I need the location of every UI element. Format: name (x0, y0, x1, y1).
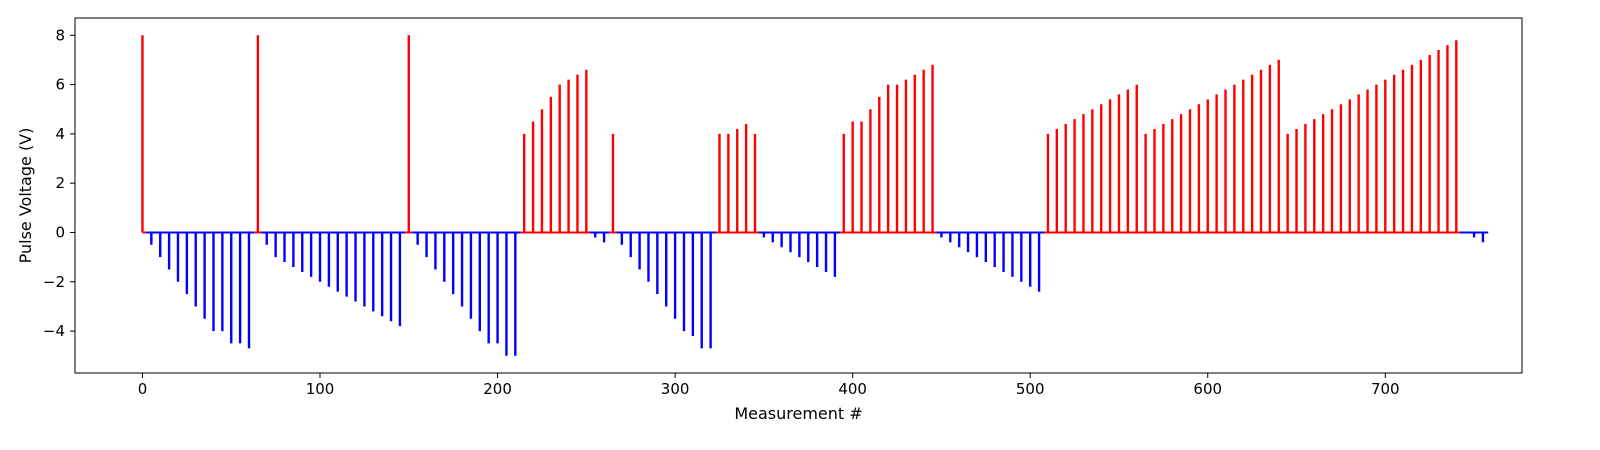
x-tick-label: 200 (483, 380, 512, 398)
x-tick-label: 300 (661, 380, 690, 398)
y-axis-ticks: −4 −2 0 2 4 6 8 (43, 26, 75, 340)
y-tick-label: 6 (55, 76, 65, 94)
y-tick-label: 4 (55, 125, 65, 143)
x-tick-label: 0 (138, 380, 148, 398)
y-tick-label: −2 (43, 273, 65, 291)
x-tick-label: 400 (838, 380, 867, 398)
x-tick-label: 100 (306, 380, 335, 398)
axes-layer (74, 17, 1523, 374)
x-axis-label: Measurement # (734, 404, 862, 423)
x-tick-label: 500 (1016, 380, 1045, 398)
x-axis-ticks: 0 100 200 300 400 500 600 700 (138, 373, 1400, 398)
y-tick-label: 0 (55, 223, 65, 241)
y-axis-label: Pulse Voltage (V) (16, 128, 35, 264)
pulse-layer (141, 35, 1485, 356)
y-tick-label: −4 (43, 322, 65, 340)
y-tick-label: 8 (55, 26, 65, 44)
x-tick-label: 700 (1371, 380, 1400, 398)
y-tick-label: 2 (55, 174, 65, 192)
plot-frame (74, 17, 1523, 374)
x-tick-label: 600 (1193, 380, 1222, 398)
